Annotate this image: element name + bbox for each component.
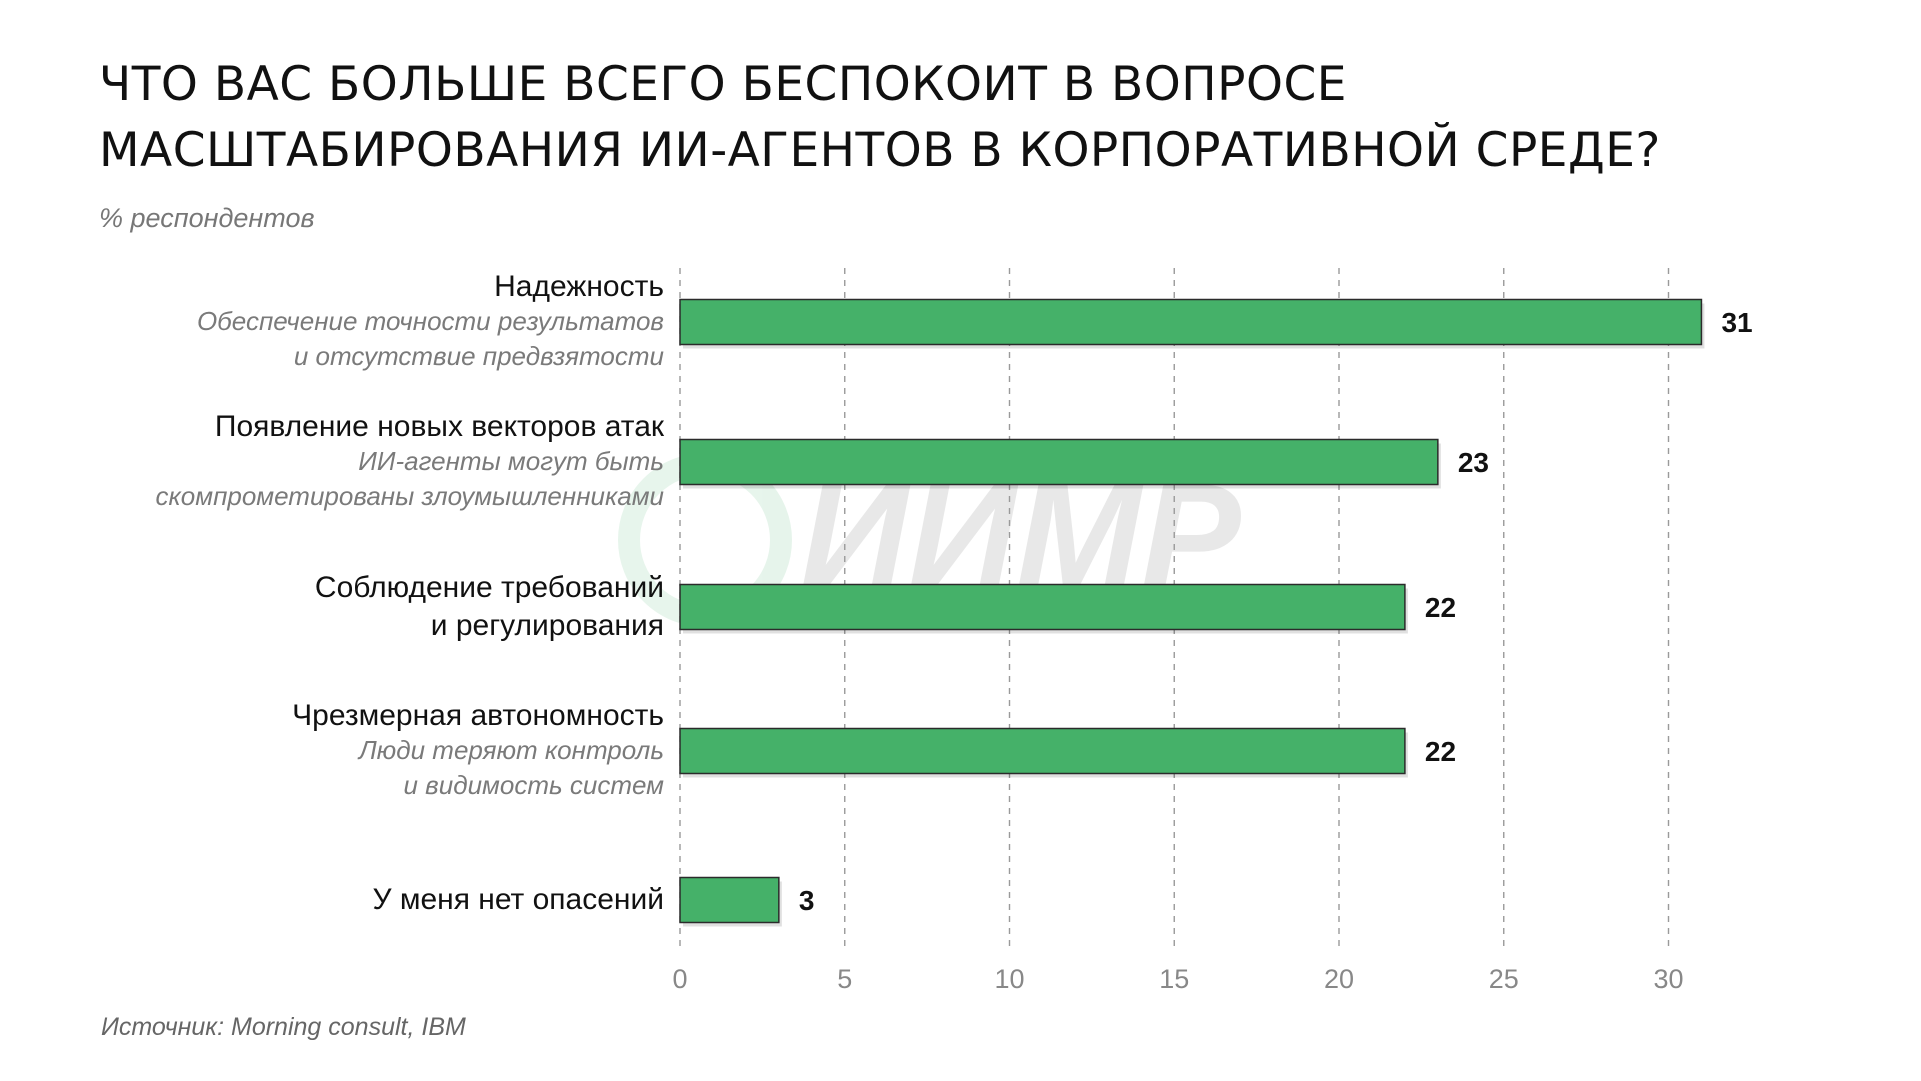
chart-subtitle: % респондентов bbox=[99, 203, 315, 233]
x-tick-label: 5 bbox=[837, 964, 852, 994]
x-tick-label: 0 bbox=[672, 964, 687, 994]
bar bbox=[679, 876, 780, 924]
category-label: У меня нет опасений bbox=[372, 883, 664, 916]
bar bbox=[679, 438, 1439, 486]
bar bbox=[679, 583, 1406, 631]
data-label: 22 bbox=[1425, 592, 1456, 623]
chart-title-line-1: Что вас больше всего беспокоит в вопросе bbox=[99, 57, 1347, 112]
source-note: Источник: Morning consult, IBM bbox=[101, 1013, 466, 1041]
bar bbox=[679, 298, 1703, 346]
category-label: и регулирования bbox=[431, 609, 664, 642]
category-label: Чрезмерная автономность bbox=[292, 699, 664, 732]
data-label: 3 bbox=[799, 885, 815, 916]
data-label: 22 bbox=[1425, 736, 1456, 767]
category-sublabel: и видимость систем bbox=[404, 770, 665, 800]
category-label: Появление новых векторов атак bbox=[215, 410, 665, 443]
category-sublabel: скомпрометированы злоумышленниками bbox=[156, 481, 664, 511]
category-label: Соблюдение требований bbox=[315, 571, 664, 604]
category-sublabel: Обеспечение точности результатов bbox=[197, 306, 664, 336]
bar bbox=[679, 727, 1406, 775]
category-sublabel: ИИ-агенты могут быть bbox=[358, 446, 664, 476]
x-tick-label: 10 bbox=[994, 964, 1024, 994]
category-sublabel: Люди теряют контроль bbox=[357, 735, 664, 765]
category-label: Надежность bbox=[494, 270, 664, 303]
data-label: 31 bbox=[1721, 307, 1752, 338]
x-tick-label: 25 bbox=[1489, 964, 1519, 994]
x-tick-label: 15 bbox=[1159, 964, 1189, 994]
x-tick-label: 20 bbox=[1324, 964, 1354, 994]
chart-title: Что вас больше всего беспокоит в вопросе… bbox=[99, 52, 1819, 184]
x-tick-label: 30 bbox=[1653, 964, 1683, 994]
chart-title-line-2: масштабирования ИИ-агентов в корпоративн… bbox=[99, 123, 1661, 178]
category-sublabel: и отсутствие предвзятости bbox=[294, 341, 664, 371]
data-label: 23 bbox=[1458, 447, 1489, 478]
